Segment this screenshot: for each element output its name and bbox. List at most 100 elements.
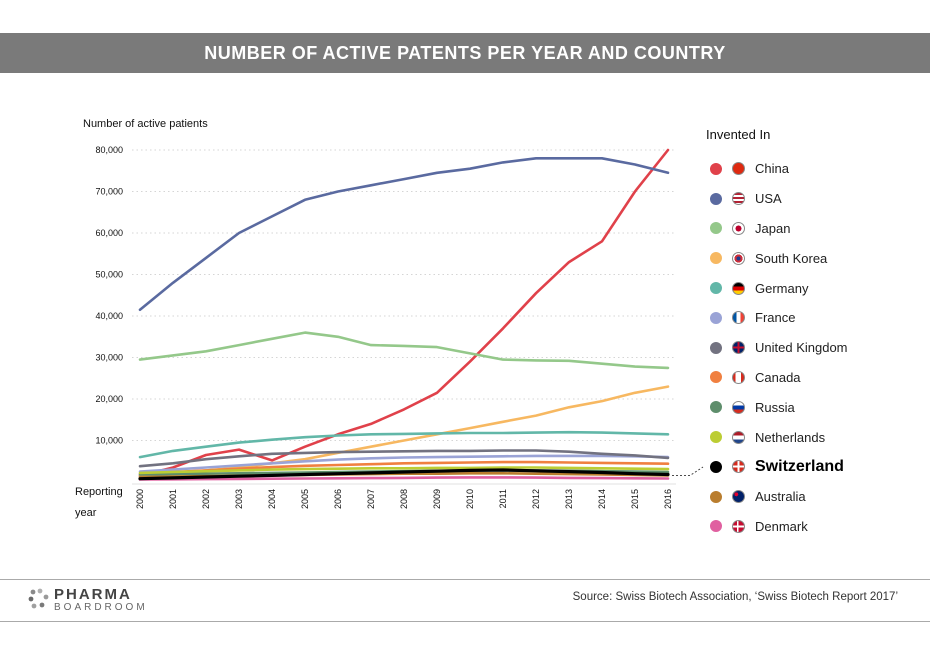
legend: Invented In China USA Japan South Korea Germ… [706, 126, 926, 541]
y-tick-label: 10,000 [95, 436, 123, 446]
chart-title: NUMBER OF ACTIVE PATENTS PER YEAR AND CO… [204, 43, 726, 63]
legend-color-dot [710, 341, 722, 354]
legend-item-canada: Canada [706, 363, 926, 393]
legend-color-dot [710, 252, 722, 265]
legend-label: Switzerland [755, 457, 844, 475]
legend-label: Denmark [755, 518, 808, 534]
legend-item-germany: Germany [706, 273, 926, 303]
x-tick-label: 2000 [135, 489, 145, 509]
legend-label: United Kingdom [755, 340, 848, 356]
y-tick-label: 50,000 [95, 270, 123, 280]
logo-dots-icon [28, 588, 49, 609]
x-tick-label: 2011 [498, 489, 508, 508]
legend-item-japan: Japan [706, 214, 926, 244]
legend-label: Canada [755, 369, 801, 385]
series-line-denmark [138, 476, 670, 481]
japan-flag-icon [732, 221, 745, 235]
logo-main-text: PHARMA [54, 586, 132, 603]
south-korea-flag-icon [732, 251, 745, 265]
x-tick-label: 2006 [333, 489, 343, 509]
legend-color-dot [710, 222, 722, 235]
x-tick-label: 2015 [630, 489, 640, 509]
legend-label: South Korea [755, 250, 828, 266]
x-tick-label: 2009 [432, 489, 442, 509]
series-line-usa [138, 157, 670, 312]
series-line-united-kingdom [138, 449, 670, 468]
legend-color-dot [710, 490, 722, 503]
legend-items: China USA Japan South Korea Germany France Uni… [706, 154, 926, 541]
france-flag-icon [732, 311, 745, 325]
legend-item-south-korea: South Korea [706, 243, 926, 273]
y-tick-label: 70,000 [95, 187, 123, 197]
legend-item-united-kingdom: United Kingdom [706, 333, 926, 363]
x-tick-label: 2010 [465, 489, 475, 509]
x-tick-label: 2003 [234, 489, 244, 509]
x-tick-label: 2002 [201, 489, 211, 509]
footer-divider-top [0, 579, 930, 580]
netherlands-flag-icon [732, 430, 745, 444]
y-tick-label: 20,000 [95, 394, 123, 404]
x-axis-label-line2: year [75, 507, 97, 519]
legend-label: USA [755, 191, 782, 207]
y-tick-label: 30,000 [95, 353, 123, 363]
footer-divider-bottom [0, 621, 930, 622]
denmark-flag-icon [732, 519, 745, 533]
legend-label: Germany [755, 280, 809, 296]
x-tick-label: 2007 [366, 489, 376, 509]
x-tick-label: 2004 [267, 489, 277, 509]
x-tick-label: 2014 [597, 489, 607, 509]
legend-item-denmark: Denmark [706, 512, 926, 542]
x-tick-label: 2016 [663, 489, 673, 509]
legend-color-dot [710, 401, 722, 414]
germany-flag-icon [732, 281, 745, 295]
uk-flag-icon [732, 341, 745, 355]
series-line-canada [138, 460, 670, 476]
legend-item-france: France [706, 303, 926, 333]
x-tick-label: 2013 [564, 489, 574, 509]
legend-item-switzerland: Switzerland [706, 452, 926, 482]
x-tick-label: 2001 [168, 489, 178, 509]
source-note: Source: Swiss Biotech Association, ‘Swis… [572, 591, 898, 603]
legend-item-russia: Russia [706, 392, 926, 422]
legend-color-dot [710, 371, 722, 384]
legend-item-netherlands: Netherlands [706, 422, 926, 452]
legend-title: Invented In [706, 127, 771, 142]
switzerland-flag-icon [732, 460, 745, 474]
x-tick-label: 2005 [300, 489, 310, 509]
legend-color-dot [710, 162, 722, 175]
legend-color-dot [710, 431, 722, 444]
legend-item-usa: USA [706, 184, 926, 214]
legend-item-china: China [706, 154, 926, 184]
y-tick-label: 60,000 [95, 228, 123, 238]
russia-flag-icon [732, 400, 745, 414]
x-tick-label: 2008 [399, 489, 409, 509]
legend-color-dot [710, 460, 722, 473]
series-line-switzerland [138, 468, 670, 481]
legend-label: Russia [755, 399, 795, 415]
line-chart: 10,000 20,000 30,000 40,000 50,000 60,000 70,0… [95, 145, 704, 509]
y-tick-label: 80,000 [95, 145, 123, 155]
legend-label: Japan [755, 220, 791, 236]
legend-color-dot [710, 520, 722, 533]
legend-label: China [755, 161, 789, 177]
usa-flag-icon [732, 192, 745, 206]
legend-color-dot [710, 192, 722, 205]
series-line-china [138, 148, 670, 478]
x-axis-label-line1: Reporting [75, 486, 123, 498]
australia-flag-icon [732, 490, 745, 504]
switzerland-connector [672, 466, 704, 476]
series-line-germany [138, 430, 670, 459]
china-flag-icon [732, 162, 745, 176]
canada-flag-icon [732, 370, 745, 384]
legend-color-dot [710, 282, 722, 295]
series-line-japan [138, 331, 670, 370]
series-line-france [138, 454, 670, 473]
legend-item-australia: Australia [706, 482, 926, 512]
legend-color-dot [710, 311, 722, 324]
logo-sub-text: BOARDROOM [54, 602, 148, 613]
legend-label: France [755, 310, 796, 326]
series-line-netherlands [138, 466, 670, 475]
legend-label: Netherlands [755, 429, 826, 445]
x-tick-label: 2012 [531, 489, 541, 509]
y-axis-label: Number of active patients [83, 118, 208, 130]
